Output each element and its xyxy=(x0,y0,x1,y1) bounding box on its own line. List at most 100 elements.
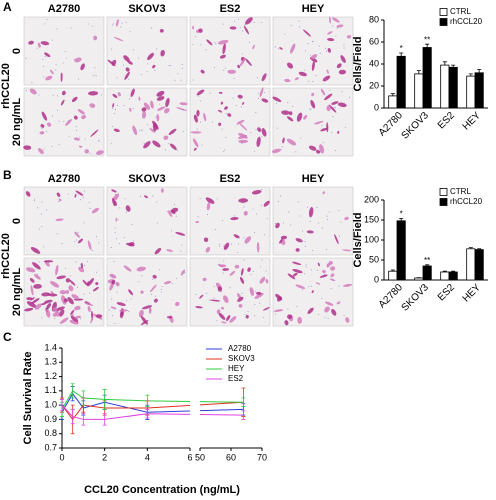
pore xyxy=(244,24,246,26)
pore xyxy=(266,218,268,220)
pore xyxy=(100,318,102,320)
pore xyxy=(113,261,115,263)
pore xyxy=(46,209,48,211)
pore xyxy=(300,115,302,117)
cell xyxy=(229,316,237,323)
panel-label: A xyxy=(3,0,12,14)
cell xyxy=(261,98,269,103)
pore xyxy=(80,146,82,148)
cell xyxy=(326,69,329,74)
pore xyxy=(304,50,306,52)
pore xyxy=(274,313,276,315)
pore xyxy=(253,150,255,152)
row-label: 0 xyxy=(11,48,23,54)
pore xyxy=(51,145,53,147)
cell xyxy=(157,106,166,111)
cell xyxy=(179,102,188,106)
pore xyxy=(218,245,220,247)
cell xyxy=(272,96,282,103)
y-tick-label: 50 xyxy=(369,254,379,264)
error-bar xyxy=(416,70,421,74)
legend-swatch xyxy=(439,18,448,26)
pore xyxy=(98,140,100,142)
cell xyxy=(28,40,34,45)
cell xyxy=(152,122,158,132)
pore xyxy=(257,97,259,99)
bar xyxy=(422,47,432,109)
cell xyxy=(90,317,94,324)
micrograph xyxy=(272,186,354,256)
pore xyxy=(68,135,70,137)
cell xyxy=(164,108,170,114)
pore xyxy=(222,220,224,222)
cell xyxy=(163,280,172,285)
pore xyxy=(180,250,182,252)
pore xyxy=(327,218,329,220)
cell xyxy=(345,317,350,323)
pore xyxy=(329,89,331,91)
pore xyxy=(241,142,243,144)
pore xyxy=(300,137,302,139)
cell xyxy=(80,262,84,269)
cell xyxy=(70,309,75,315)
pore xyxy=(140,73,142,75)
cell xyxy=(29,278,35,283)
error-bar xyxy=(468,247,473,249)
pore xyxy=(302,230,304,232)
cell xyxy=(192,25,194,30)
pore xyxy=(321,125,323,127)
y-tick-label: 0 xyxy=(374,274,379,284)
pore xyxy=(196,128,198,130)
pore xyxy=(160,288,162,290)
cell xyxy=(195,221,200,224)
pore xyxy=(126,211,128,213)
pore xyxy=(282,222,284,224)
pore xyxy=(143,142,145,144)
pore xyxy=(243,237,245,239)
cell xyxy=(239,58,246,67)
pore xyxy=(120,26,122,28)
cell xyxy=(130,88,135,97)
cell xyxy=(44,299,53,304)
pore xyxy=(244,314,246,316)
pore xyxy=(208,299,210,301)
cell xyxy=(60,99,65,106)
pore xyxy=(82,197,84,199)
pore xyxy=(37,207,39,209)
x-tick-label: SKOV3 xyxy=(400,282,432,314)
pore xyxy=(322,141,324,143)
pore xyxy=(218,243,220,245)
pore xyxy=(48,301,50,303)
pore xyxy=(80,318,82,320)
cell xyxy=(87,240,92,251)
cell xyxy=(230,217,239,221)
cell xyxy=(74,57,82,63)
cell xyxy=(196,89,205,96)
cell xyxy=(238,139,249,144)
pore xyxy=(233,77,235,79)
cell xyxy=(326,122,329,133)
y-tick-label: 1.0 xyxy=(44,400,57,410)
pore xyxy=(327,264,329,266)
cell xyxy=(128,289,134,296)
pore xyxy=(95,271,97,273)
pore xyxy=(98,242,100,244)
pore xyxy=(161,286,163,288)
cell xyxy=(143,102,151,110)
cell xyxy=(336,63,342,69)
pore xyxy=(132,108,134,110)
pore xyxy=(174,79,176,81)
pore xyxy=(73,59,75,61)
cell xyxy=(39,131,45,135)
error-bar xyxy=(70,409,75,425)
panel-label: C xyxy=(3,330,12,344)
error-bar xyxy=(81,390,86,406)
pore xyxy=(225,67,227,69)
cell xyxy=(195,306,203,309)
pore xyxy=(287,308,289,310)
cell xyxy=(311,61,315,71)
cell xyxy=(30,246,41,254)
pore xyxy=(332,278,334,280)
pore xyxy=(114,231,116,233)
